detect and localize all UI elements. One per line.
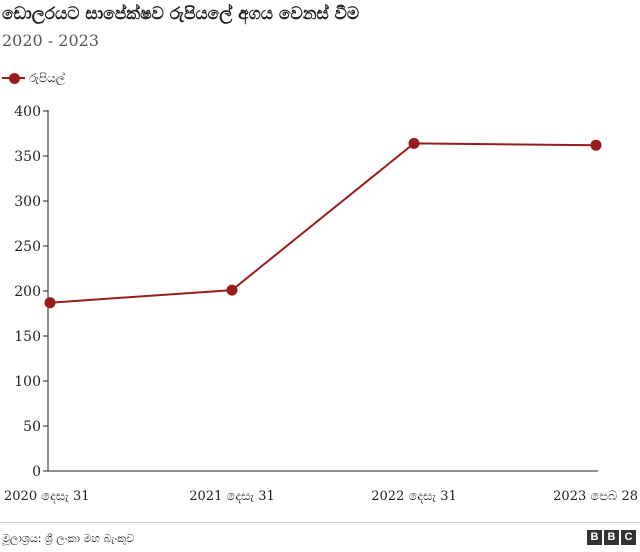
data-point xyxy=(590,139,602,151)
series-group xyxy=(44,137,602,309)
x-tick-label: 2021 දෙසැ 31 xyxy=(189,489,275,504)
series-line xyxy=(49,142,597,304)
bbc-logo: B B C xyxy=(587,530,636,545)
y-tick-label: 200 xyxy=(14,284,41,300)
chart-subtitle: 2020 - 2023 xyxy=(2,31,100,50)
legend-label: රුපියල් xyxy=(29,70,65,85)
data-point xyxy=(408,137,420,149)
bbc-logo-block: B xyxy=(604,530,619,545)
source-note: මූලාශ්‍රය: ශ්‍රී ලංකා මහ බැංකුව xyxy=(2,532,135,545)
y-tick-label: 0 xyxy=(32,464,41,480)
chart-title: ඩොලරයට සාපේක්ෂව රුපියලේ අගය වෙනස් වීම xyxy=(2,4,360,24)
y-tick-label: 50 xyxy=(23,419,41,435)
y-tick-label: 300 xyxy=(14,194,41,210)
bbc-logo-block: C xyxy=(621,530,636,545)
legend-marker-swatch xyxy=(9,72,20,84)
y-tick-label: 250 xyxy=(14,239,41,255)
legend-line-swatch xyxy=(19,77,25,79)
data-point xyxy=(44,297,56,309)
x-tick-label: 2023 පෙබ 28 xyxy=(553,489,638,504)
footer-divider xyxy=(0,522,640,523)
x-axis: 2020 දෙසැ 31 2021 දෙසැ 31 2022 දෙසැ 31 2023… xyxy=(4,470,638,504)
legend: රුපියල් xyxy=(2,70,65,86)
x-tick-label: 2022 දෙසැ 31 xyxy=(371,489,457,504)
y-tick-label: 400 xyxy=(14,104,41,120)
x-tick-label: 2020 දෙසැ 31 xyxy=(4,489,90,504)
y-tick-label: 100 xyxy=(14,374,41,390)
y-tick-label: 350 xyxy=(14,149,41,165)
bbc-logo-block: B xyxy=(587,530,602,545)
y-tick-label: 150 xyxy=(14,329,41,345)
y-axis: 0 50 100 150 200 250 300 350 400 xyxy=(14,104,49,480)
legend-line-swatch xyxy=(2,77,10,79)
data-point xyxy=(226,284,238,296)
